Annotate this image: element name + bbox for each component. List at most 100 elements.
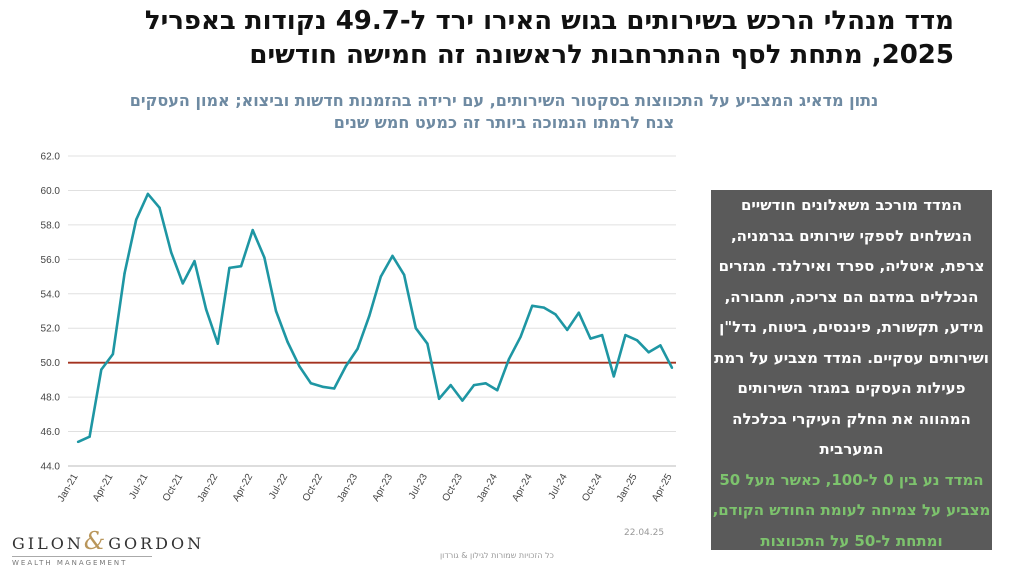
x-tick-label: Jan-22 [196,472,221,504]
x-tick-label: Apr-24 [510,472,535,504]
data-point [169,251,173,254]
y-tick-label: 50.0 [41,358,61,369]
x-tick-label: Oct-23 [440,472,465,504]
data-point [414,327,417,330]
data-point [496,389,499,392]
logo-subtitle: WEALTH MANAGEMENT [12,556,152,567]
data-point [123,271,126,275]
data-point [100,368,103,371]
data-point [193,259,196,263]
data-point [263,256,266,259]
data-point [135,218,138,221]
data-point [519,335,522,339]
data-point [216,342,219,345]
data-point [111,352,115,356]
data-point [286,340,289,344]
x-tick-label: Jan-23 [335,472,360,504]
data-point [402,273,406,277]
data-point [472,383,476,387]
info-box-threshold-note: המדד נע בין 0 ל-100, כאשר מעל 50 מצביע ע… [712,470,991,550]
data-point [670,366,674,370]
data-point [449,383,452,387]
x-tick-label: Jul-22 [267,472,290,501]
company-logo: GILON&GORDON WEALTH MANAGEMENT [12,527,201,567]
data-point [321,385,324,388]
y-tick-label: 58.0 [41,220,61,231]
data-point [367,314,371,318]
x-tick-label: Apr-22 [231,472,256,504]
y-tick-label: 44.0 [41,462,61,473]
data-point [635,339,639,342]
pmi-line-chart: 44.0 46.0 48.0 50.0 52.0 54.0 56.0 58.0 60.0 62.0… [41,152,676,504]
x-tick-label: Jan-25 [615,472,640,504]
series-line [77,192,674,444]
x-tick-label: Jan-24 [475,472,500,504]
logo-name-right: GORDON [108,534,205,553]
y-tick-label: 46.0 [41,427,61,438]
y-tick-label: 60.0 [41,186,61,197]
y-tick-label: 56.0 [41,255,61,266]
data-point [589,337,592,340]
x-tick-label: Apr-21 [91,472,116,504]
data-point [251,228,254,232]
data-point [507,358,511,361]
x-tick-label: Jul-21 [127,472,150,501]
data-point [577,311,581,314]
x-tick-label: Apr-25 [650,472,675,504]
subtitle-line-2: צנח לרמתו הנמוכה ביותר זה כמעט חמש שנים [333,113,675,132]
data-point [228,266,231,270]
y-tick-label: 52.0 [41,324,61,335]
x-tick-label: Jul-24 [547,472,570,501]
data-point [298,364,301,368]
data-point [612,375,615,378]
series-points [76,192,674,444]
data-point [309,382,313,385]
x-tick-label: Apr-23 [371,472,396,504]
chart-gridlines [68,155,676,467]
logo-name-left: GILON [12,534,84,553]
info-box: המדד מורכב משאלונים חודשיים הנשלחים לספק… [711,190,992,550]
data-point [158,206,161,209]
x-tick-label: Oct-24 [580,472,605,504]
data-point [344,364,348,368]
data-point [76,440,80,444]
data-point [437,397,441,401]
logo-ampersand: & [83,527,109,555]
data-point [531,304,534,308]
data-point [542,306,546,309]
y-axis-tick-labels: 44.0 46.0 48.0 50.0 52.0 54.0 56.0 58.0 60.0 62.0 [41,152,61,473]
data-point [647,351,650,354]
page-subtitle: נתון מדאיג המצביע על התכווצות בסקטור השי… [34,90,974,134]
data-point [461,399,464,402]
data-point [356,347,359,351]
data-point [379,275,383,278]
x-tick-label: Oct-22 [301,472,326,504]
data-point [659,344,662,347]
x-tick-label: Jul-23 [407,472,430,501]
data-point [146,192,150,196]
subtitle-line-1: נתון מדאיג המצביע על התכווצות בסקטור השי… [129,91,879,110]
data-point [554,313,557,316]
data-point [565,328,569,332]
data-point [204,308,208,311]
x-axis-tick-labels: Jan-21 Apr-21 Jul-21 Oct-21 Jan-22 Apr-22 Jul-… [56,472,675,504]
data-point [600,333,604,337]
data-point [239,265,243,268]
data-point [624,333,627,337]
data-point [181,282,185,285]
data-point [333,387,336,390]
y-tick-label: 62.0 [41,152,61,163]
y-tick-label: 54.0 [41,289,61,300]
x-tick-label: Jan-21 [56,472,81,504]
page-title: מדד מנהלי הרכש בשירותים בגוש האירו ירד ל… [144,6,954,70]
x-tick-label: Oct-21 [161,472,186,504]
data-point [391,254,394,258]
y-tick-label: 48.0 [41,393,61,404]
data-point [426,342,429,345]
data-point [274,309,278,313]
data-point [88,435,91,438]
copyright-note: כל הזכויות שמורות לגילון & גורדון [440,551,554,560]
report-date: 22.04.25 [624,528,665,538]
data-point [484,382,487,385]
info-box-description: המדד מורכב משאלונים חודשיים הנשלחים לספק… [714,196,989,458]
